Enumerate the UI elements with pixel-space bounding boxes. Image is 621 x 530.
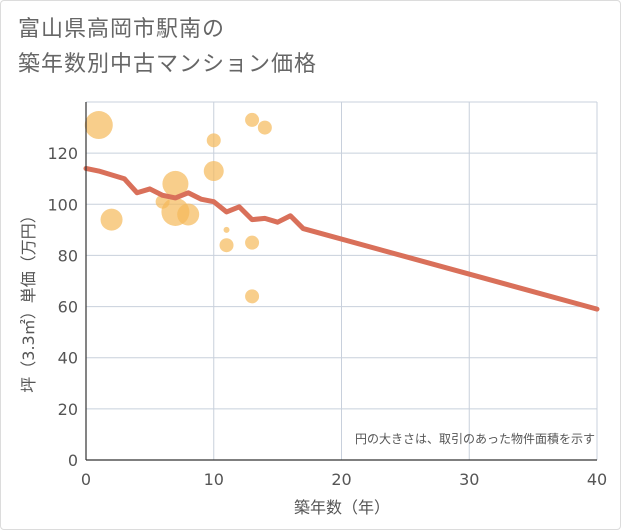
y-axis-ticks: 0 20 40 60 80 100 120 xyxy=(47,144,78,470)
axes xyxy=(85,102,597,461)
y-tick-label: 120 xyxy=(47,144,78,163)
y-tick-label: 80 xyxy=(58,246,78,265)
bubble-point xyxy=(203,161,224,182)
y-tick-label: 40 xyxy=(58,349,78,368)
chart-title-line-2: 築年数別中古マンション価格 xyxy=(18,52,318,77)
bubble-point xyxy=(257,120,272,135)
bubble-point xyxy=(245,289,260,304)
x-tick-label: 10 xyxy=(204,470,224,489)
bubble-point xyxy=(177,203,200,226)
bubble-point xyxy=(206,133,221,148)
x-axis-label: 築年数（年） xyxy=(294,498,390,517)
trend-line xyxy=(83,165,600,312)
bubble-point xyxy=(245,112,260,127)
chart-title: 富山県高岡市駅南の 築年数別中古マンション価格 xyxy=(18,12,317,82)
bubble-point xyxy=(100,208,123,231)
chart-title-line-1: 富山県高岡市駅南の xyxy=(18,17,226,42)
x-tick-label: 0 xyxy=(81,470,91,489)
bubble-point xyxy=(245,235,260,250)
y-tick-label: 60 xyxy=(58,298,78,317)
bubble-point xyxy=(219,238,234,253)
y-tick-label: 0 xyxy=(68,451,78,470)
trend-line-group xyxy=(83,165,600,312)
x-tick-label: 20 xyxy=(331,470,351,489)
grid-lines xyxy=(86,101,598,460)
bubble-point xyxy=(223,226,230,233)
x-tick-label: 30 xyxy=(459,470,479,489)
bubble-point xyxy=(162,170,189,197)
y-tick-label: 20 xyxy=(58,400,78,419)
y-axis-label: 坪（3.3㎡）単価（万円） xyxy=(19,207,38,392)
x-axis-ticks: 0 10 20 30 40 xyxy=(81,470,607,489)
bubble-point xyxy=(84,111,113,140)
x-tick-label: 40 xyxy=(587,470,607,489)
bubble-series xyxy=(84,111,272,304)
bubble-size-note: 円の大きさは、取引のあった物件面積を示す xyxy=(355,431,595,446)
y-tick-label: 100 xyxy=(47,195,78,214)
